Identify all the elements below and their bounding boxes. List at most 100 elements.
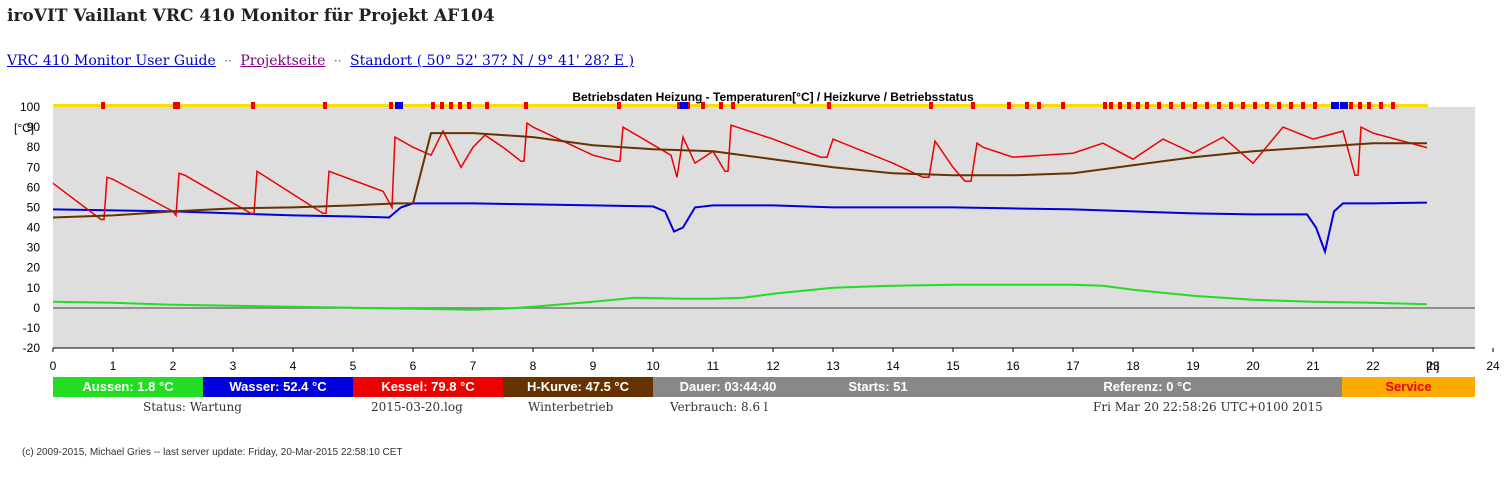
user-guide-link[interactable]: VRC 410 Monitor User Guide — [7, 53, 216, 69]
series-line-aussen — [52, 283, 1428, 311]
x-tick-label: 21 — [1306, 359, 1320, 373]
x-tick-label: 14 — [886, 359, 900, 373]
project-page-link[interactable]: Projektseite — [240, 53, 326, 69]
burner-status-mark — [701, 102, 705, 109]
burner-status-mark — [1289, 102, 1293, 109]
burner-status-mark — [389, 102, 393, 109]
x-tick-label: 1 — [110, 359, 117, 373]
x-tick-label: 18 — [1126, 359, 1140, 373]
burner-status-mark — [440, 102, 444, 109]
burner-status-mark — [1145, 102, 1149, 109]
burner-status-mark — [1229, 102, 1233, 109]
burner-status-mark — [176, 102, 180, 109]
service-readout: Service — [1342, 377, 1475, 397]
burner-status-mark — [431, 102, 435, 109]
series-line-wasser — [52, 201, 1428, 256]
burner-status-mark — [1061, 102, 1065, 109]
burner-status-mark — [1025, 102, 1029, 109]
y-tick-label: 80 — [27, 140, 41, 154]
x-tick-label: 17 — [1066, 359, 1080, 373]
x-tick-label: 3 — [230, 359, 237, 373]
burner-status-mark — [827, 102, 831, 109]
burner-status-mark — [467, 102, 471, 109]
y-axis-label: [°C] — [14, 121, 34, 135]
x-tick-label: 16 — [1006, 359, 1020, 373]
burner-status-mark — [731, 102, 735, 109]
link-row: VRC 410 Monitor User Guide ·· Projektsei… — [7, 53, 634, 69]
info-row: Status: Wartung 2015-03-20.log Winterbet… — [53, 400, 1475, 418]
x-tick-label: 20 — [1246, 359, 1260, 373]
burner-status-mark — [1358, 102, 1362, 109]
burner-status-mark — [173, 102, 177, 109]
burner-status-mark — [1037, 102, 1041, 109]
x-tick-label: 2 — [170, 359, 177, 373]
water-status-mark — [1340, 102, 1348, 109]
x-tick-label: 8 — [530, 359, 537, 373]
burner-status-mark — [1109, 102, 1113, 109]
x-tick-label: 5 — [350, 359, 357, 373]
x-tick-label: 9 — [590, 359, 597, 373]
status-bar: Aussen: 1.8 °C Wasser: 52.4 °C Kessel: 7… — [53, 377, 1475, 397]
x-tick-label: 11 — [707, 359, 720, 373]
burner-status-mark — [1379, 102, 1383, 109]
logfile-link[interactable]: 2015-03-20.log — [371, 400, 463, 414]
burner-status-mark — [251, 102, 255, 109]
water-status-mark — [395, 102, 403, 109]
burner-status-mark — [677, 102, 681, 109]
hkurve-readout: H-Kurve: 47.5 °C — [503, 377, 653, 397]
y-tick-label: -20 — [23, 341, 41, 355]
y-tick-label: 100 — [20, 100, 40, 114]
plot-area — [53, 107, 1475, 348]
burner-status-mark — [485, 102, 489, 109]
location-link[interactable]: Standort ( 50° 52' 37? N / 9° 41' 28? E … — [350, 53, 635, 69]
x-tick-label: 24 — [1486, 359, 1500, 373]
timestamp-text: Fri Mar 20 22:58:26 UTC+0100 2015 — [1093, 400, 1323, 414]
footer-text: (c) 2009-2015, Michael Gries -- last ser… — [22, 447, 403, 458]
burner-status-mark — [1313, 102, 1317, 109]
burner-status-mark — [1169, 102, 1173, 109]
burner-status-mark — [449, 102, 453, 109]
y-tick-label: 90 — [27, 120, 41, 134]
x-tick-label: 13 — [826, 359, 840, 373]
x-tick-label: 12 — [766, 359, 780, 373]
wasser-readout: Wasser: 52.4 °C — [203, 377, 353, 397]
burner-status-mark — [971, 102, 975, 109]
water-status-mark — [1331, 102, 1339, 109]
burner-status-mark — [1193, 102, 1197, 109]
x-tick-label: 19 — [1186, 359, 1200, 373]
dauer-readout: Dauer: 03:44:40 — [653, 377, 803, 397]
burner-status-mark — [1136, 102, 1140, 109]
water-status-mark — [680, 102, 688, 109]
y-tick-label: 10 — [27, 281, 41, 295]
y-tick-label: 20 — [27, 261, 41, 275]
burner-status-mark — [617, 102, 621, 109]
x-tick-label: 7 — [470, 359, 477, 373]
x-tick-label: 0 — [50, 359, 57, 373]
kessel-readout: Kessel: 79.8 °C — [353, 377, 503, 397]
series-line-kessel — [52, 121, 1428, 221]
x-tick-label: 23 — [1426, 359, 1440, 373]
burner-status-mark — [1277, 102, 1281, 109]
burner-status-mark — [1301, 102, 1305, 109]
burner-status-mark — [1205, 102, 1209, 109]
status-text: Status: Wartung — [143, 400, 242, 414]
burner-status-mark — [1157, 102, 1161, 109]
y-tick-label: 0 — [33, 301, 40, 315]
burner-status-mark — [929, 102, 933, 109]
y-tick-label: 40 — [27, 221, 41, 235]
status-strip — [53, 104, 1428, 107]
referenz-readout: Referenz: 0 °C — [953, 377, 1342, 397]
x-tick-label: 22 — [1366, 359, 1380, 373]
burner-status-mark — [1007, 102, 1011, 109]
chart-title: Betriebsdaten Heizung - Temperaturen[°C]… — [572, 90, 974, 104]
starts-readout: Starts: 51 — [803, 377, 953, 397]
link-separator: ·· — [224, 54, 232, 68]
verbrauch-text: Verbrauch: 8.6 l — [670, 400, 768, 414]
burner-status-mark — [524, 102, 528, 109]
x-tick-label: 10 — [646, 359, 660, 373]
mode-text: Winterbetrieb — [528, 400, 614, 414]
burner-status-mark — [1367, 102, 1371, 109]
aussen-readout: Aussen: 1.8 °C — [53, 377, 203, 397]
burner-status-mark — [1181, 102, 1185, 109]
